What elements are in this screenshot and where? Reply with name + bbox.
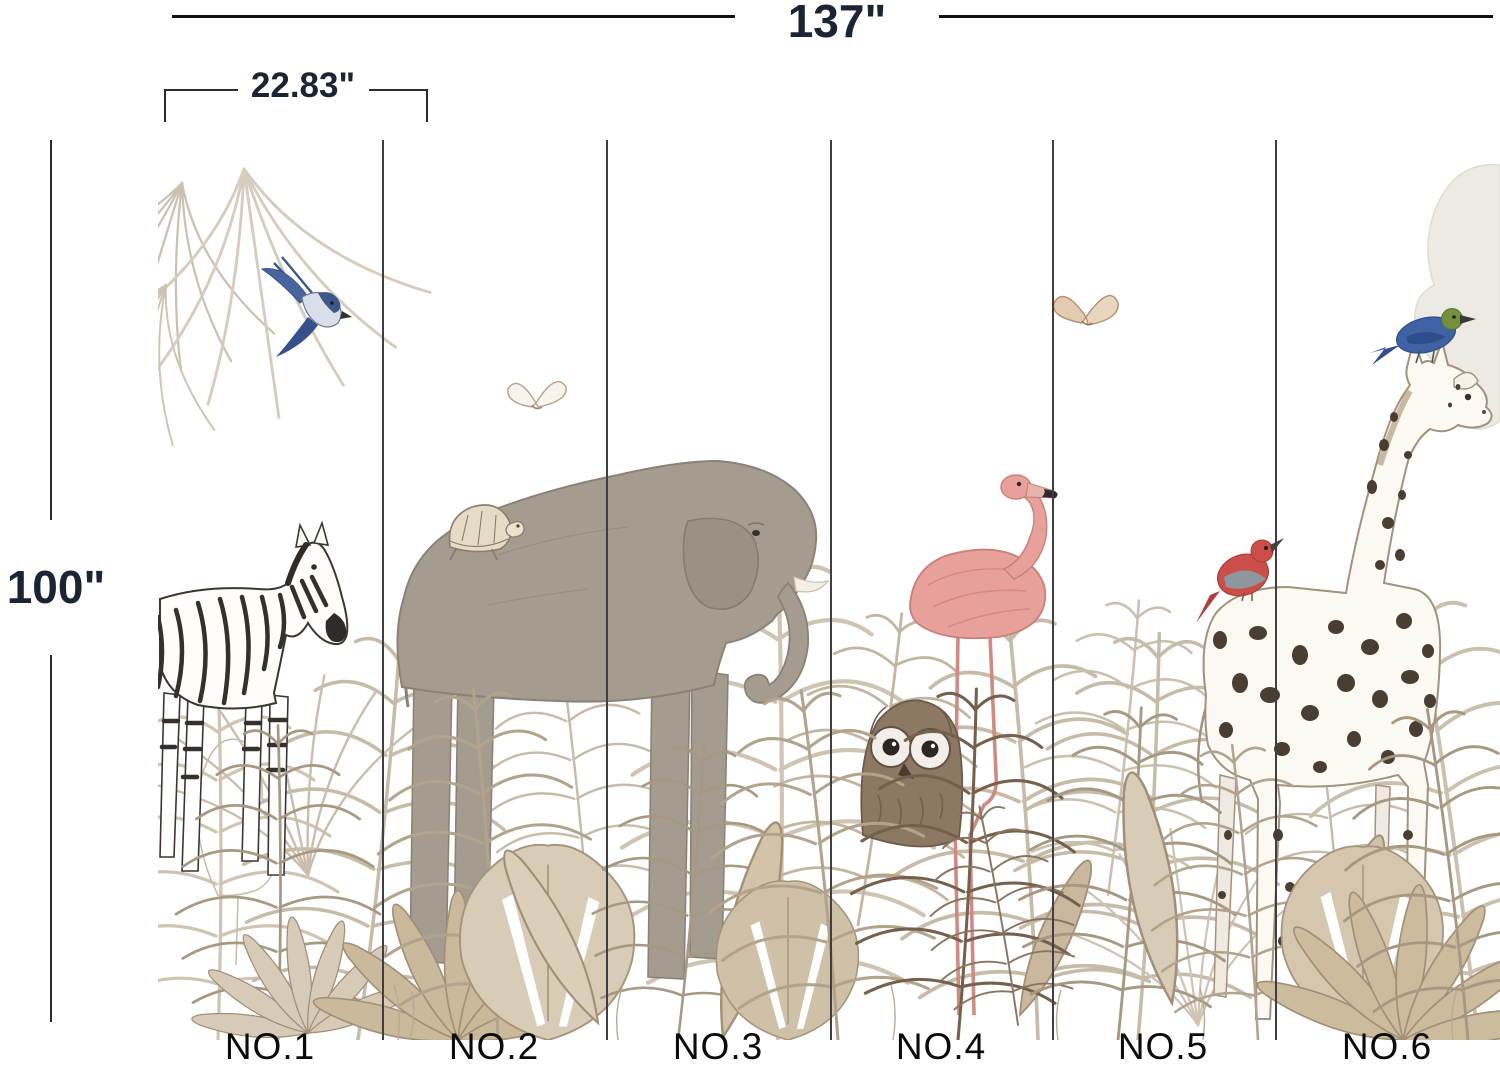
panel-divider xyxy=(382,140,384,1040)
panel-label-4: NO.4 xyxy=(895,1026,987,1067)
zebra-illustration xyxy=(158,520,349,876)
blue-bird-icon xyxy=(1370,308,1476,365)
red-bird-icon xyxy=(1196,538,1284,623)
dimension-line xyxy=(50,655,52,1022)
turtle-icon xyxy=(448,504,525,561)
swallow-icon xyxy=(260,256,352,357)
height-label: 100" xyxy=(6,561,106,613)
total-width-label: 137" xyxy=(787,0,887,47)
mural-artwork xyxy=(158,135,1500,1040)
bracket-line xyxy=(164,89,238,91)
butterfly-icon xyxy=(1052,294,1119,326)
panel-divider xyxy=(1052,140,1054,1040)
panel-label-2: NO.2 xyxy=(448,1026,540,1067)
dimension-line xyxy=(939,15,1493,18)
panel-label-1: NO.1 xyxy=(224,1026,316,1067)
panel-divider xyxy=(1275,140,1277,1040)
jungle-illustration xyxy=(158,143,1500,1040)
panel-label-6: NO.6 xyxy=(1341,1026,1433,1067)
dimension-line xyxy=(172,15,735,18)
dimension-line xyxy=(50,140,52,520)
panel-divider xyxy=(606,140,608,1040)
flamingo-illustration xyxy=(909,474,1058,1016)
panel-width-label: 22.83" xyxy=(250,66,356,105)
bracket-tick xyxy=(426,89,428,122)
butterfly-icon xyxy=(507,381,567,410)
foreground-foliage xyxy=(174,676,1500,1040)
bracket-tick xyxy=(164,89,166,122)
bracket-line xyxy=(369,89,428,91)
panel-divider xyxy=(830,140,832,1040)
panel-label-3: NO.3 xyxy=(672,1026,764,1067)
panel-label-5: NO.5 xyxy=(1117,1026,1209,1067)
giraffe-spots xyxy=(1213,384,1461,963)
